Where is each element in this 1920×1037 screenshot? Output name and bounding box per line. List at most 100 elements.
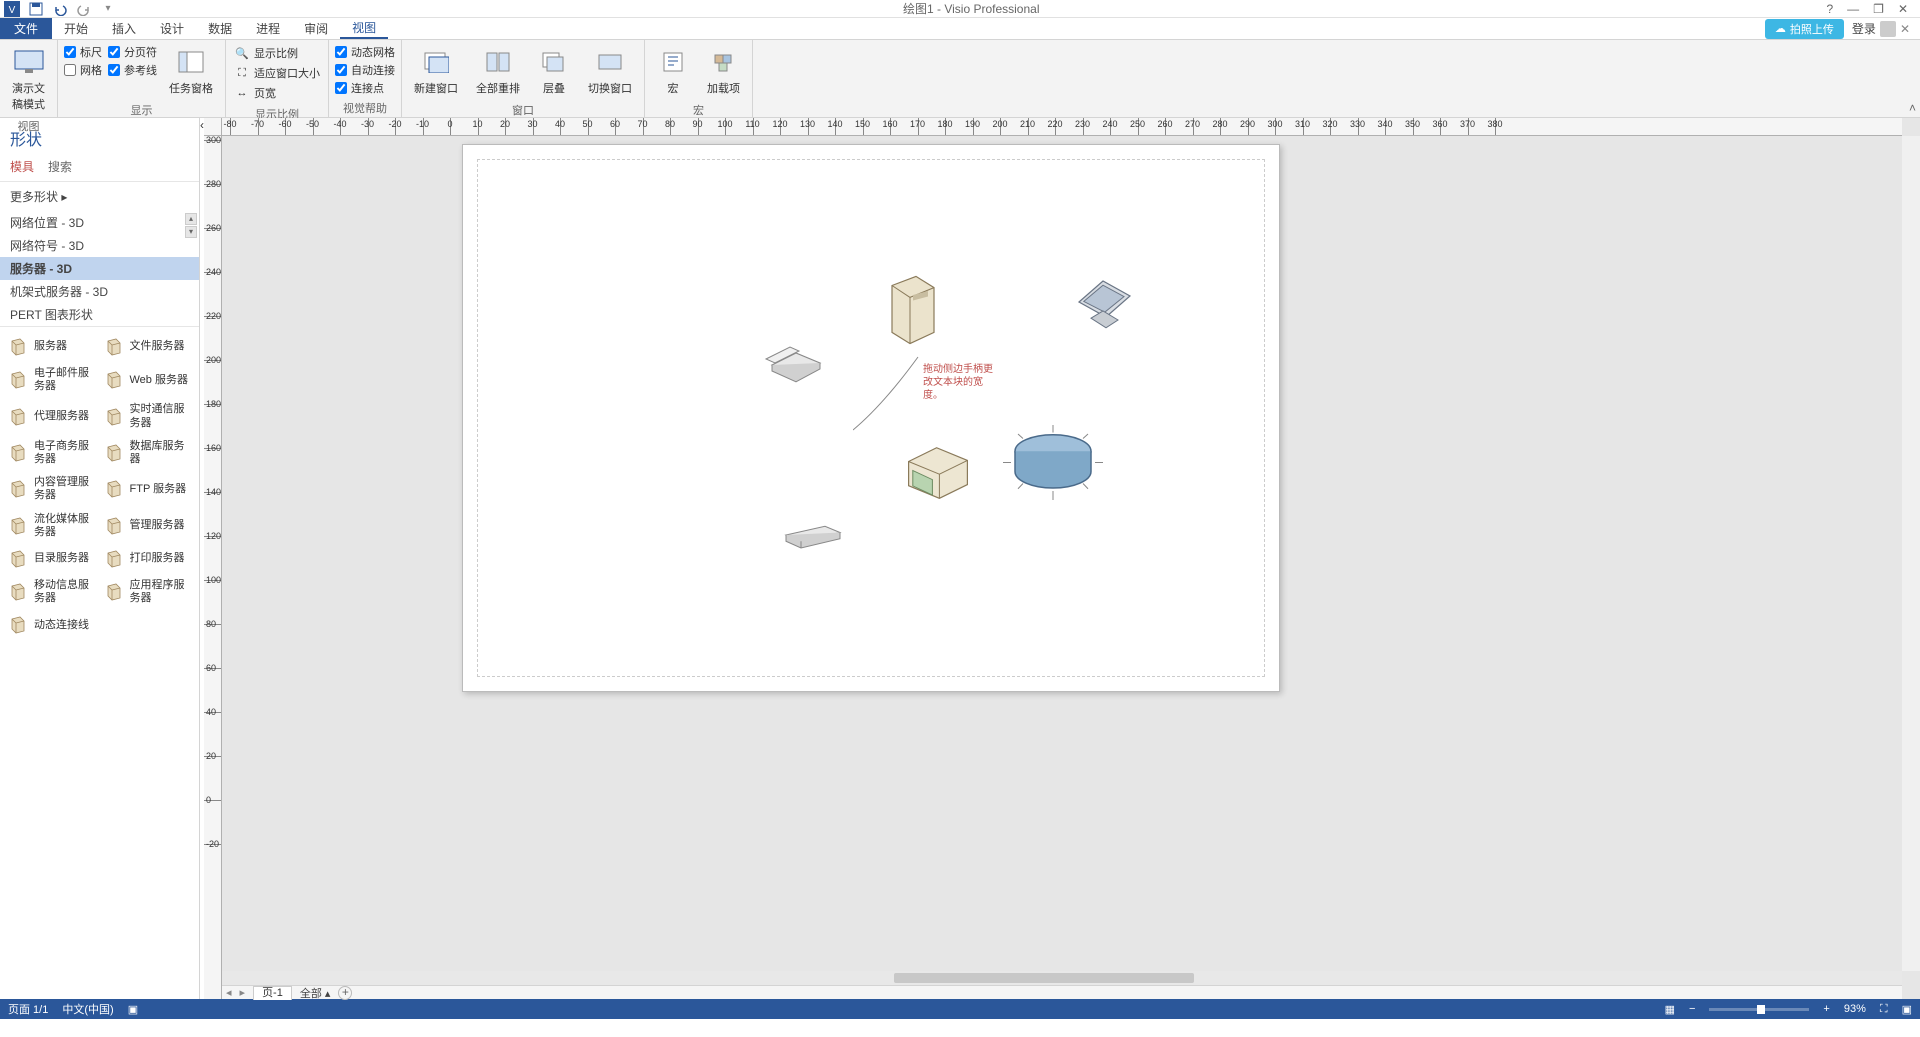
save-icon[interactable] bbox=[28, 1, 44, 17]
presentation-mode-button[interactable]: 演示文 稿模式 bbox=[6, 42, 51, 116]
window-controls: ? — ❐ ✕ bbox=[1826, 2, 1920, 16]
ribbon-tab-0[interactable]: 开始 bbox=[52, 18, 100, 39]
stencil-item[interactable]: 网络位置 - 3D bbox=[0, 211, 199, 234]
page-nav-icon[interactable]: ▸ bbox=[240, 986, 246, 999]
zoom-in-icon[interactable]: + bbox=[1823, 1003, 1829, 1015]
help-icon[interactable]: ? bbox=[1826, 2, 1833, 16]
shape-item[interactable]: 电子邮件服务器 bbox=[6, 365, 98, 395]
scroll-up-icon[interactable]: ▴ bbox=[185, 213, 197, 225]
dynamic-grid-checkbox[interactable]: 动态网格 bbox=[335, 44, 395, 60]
shape-item[interactable]: 流化媒体服务器 bbox=[6, 511, 98, 541]
horizontal-scrollbar[interactable] bbox=[222, 971, 1902, 985]
shape-item[interactable]: 内容管理服务器 bbox=[6, 474, 98, 504]
shape-item[interactable]: 动态连接线 bbox=[6, 613, 98, 637]
arrange-all-button[interactable]: 全部重排 bbox=[470, 42, 526, 100]
view-normal-icon[interactable]: ▦ bbox=[1665, 1003, 1675, 1016]
shape-item[interactable]: 实时通信服务器 bbox=[102, 401, 194, 431]
horizontal-ruler[interactable]: -80-70-60-50-40-30-20-100102030405060708… bbox=[222, 118, 1902, 136]
shape-item[interactable]: 打印服务器 bbox=[102, 547, 194, 571]
ribbon-tab-4[interactable]: 进程 bbox=[244, 18, 292, 39]
canvas-shape-serverbox[interactable] bbox=[903, 445, 973, 500]
canvas-shape-bar3d[interactable] bbox=[783, 525, 843, 550]
qat-customize-icon[interactable]: ▾ bbox=[100, 1, 116, 17]
switch-icon bbox=[594, 46, 626, 78]
guides-checkbox[interactable]: 参考线 bbox=[108, 62, 157, 78]
zoom-out-icon[interactable]: − bbox=[1689, 1003, 1695, 1015]
autoconnect-checkbox[interactable]: 自动连接 bbox=[335, 62, 395, 78]
upload-button[interactable]: ☁ 拍照上传 bbox=[1765, 19, 1844, 39]
page-tab[interactable]: 页-1 bbox=[253, 986, 292, 1000]
vertical-scrollbar[interactable] bbox=[1902, 136, 1920, 971]
undo-icon[interactable] bbox=[52, 1, 68, 17]
maximize-icon[interactable]: ❐ bbox=[1873, 2, 1884, 16]
switch-windows-button[interactable]: 切换窗口 bbox=[582, 42, 638, 100]
fit-page-icon[interactable]: ⛶ bbox=[1880, 1003, 1888, 1016]
fullscreen-icon[interactable]: ▣ bbox=[1902, 1003, 1912, 1016]
canvas-viewport[interactable]: 拖动侧边手柄更 改文本块的宽 度。 bbox=[222, 136, 1902, 971]
pagebreaks-checkbox[interactable]: 分页符 bbox=[108, 44, 157, 60]
addins-button[interactable]: 加载项 bbox=[701, 42, 746, 100]
shape-item[interactable]: 电子商务服务器 bbox=[6, 438, 98, 468]
ribbon-tab-6[interactable]: 视图 bbox=[340, 18, 388, 39]
server-shape-icon bbox=[104, 516, 124, 536]
stencil-scroll: ▴ ▾ bbox=[185, 213, 197, 238]
shape-item[interactable]: Web 服务器 bbox=[102, 365, 194, 395]
server-shape-icon bbox=[8, 443, 28, 463]
drawing-page[interactable]: 拖动侧边手柄更 改文本块的宽 度。 bbox=[462, 144, 1280, 692]
macros-button[interactable]: 宏 bbox=[651, 42, 695, 100]
stencil-item[interactable]: 服务器 - 3D bbox=[0, 257, 199, 280]
page-nav-icon[interactable]: ◂ bbox=[226, 986, 232, 999]
shape-item[interactable]: 目录服务器 bbox=[6, 547, 98, 571]
annotation-text[interactable]: 拖动侧边手柄更 改文本块的宽 度。 bbox=[923, 363, 993, 402]
connpoints-checkbox[interactable]: 连接点 bbox=[335, 80, 395, 96]
cascade-button[interactable]: 层叠 bbox=[532, 42, 576, 100]
canvas-shape-monitor[interactable] bbox=[1073, 275, 1133, 335]
taskpanes-button[interactable]: 任务窗格 bbox=[163, 42, 219, 100]
all-pages-button[interactable]: 全部 ▴ bbox=[300, 985, 331, 1001]
scroll-down-icon[interactable]: ▾ bbox=[185, 226, 197, 238]
canvas-shape-scanner[interactable] bbox=[763, 345, 823, 385]
page-width-button[interactable]: ↔页宽 bbox=[232, 84, 322, 102]
ribbon-tab-2[interactable]: 设计 bbox=[148, 18, 196, 39]
canvas-shape-tower[interactable] bbox=[883, 275, 943, 345]
shape-item[interactable]: 数据库服务器 bbox=[102, 438, 194, 468]
server-shape-icon bbox=[8, 516, 28, 536]
minimize-icon[interactable]: — bbox=[1847, 2, 1859, 16]
canvas-shape-database[interactable] bbox=[1003, 425, 1103, 500]
close-pane-icon[interactable]: ✕ bbox=[1900, 22, 1910, 36]
stencil-item[interactable]: PERT 图表形状 bbox=[0, 303, 199, 326]
file-tab[interactable]: 文件 bbox=[0, 18, 52, 39]
vertical-ruler[interactable]: 3002802602402202001801601401201008060402… bbox=[204, 136, 222, 999]
shape-item[interactable]: FTP 服务器 bbox=[102, 474, 194, 504]
shape-item[interactable]: 管理服务器 bbox=[102, 511, 194, 541]
more-shapes-link[interactable]: 更多形状 ▸ bbox=[0, 182, 199, 211]
ribbon-tab-3[interactable]: 数据 bbox=[196, 18, 244, 39]
shape-item[interactable]: 文件服务器 bbox=[102, 335, 194, 359]
redo-icon[interactable] bbox=[76, 1, 92, 17]
zoom-ratio-button[interactable]: 🔍显示比例 bbox=[232, 44, 322, 62]
ruler-checkbox[interactable]: 标尺 bbox=[64, 44, 102, 60]
close-icon[interactable]: ✕ bbox=[1898, 2, 1908, 16]
ribbon-tab-1[interactable]: 插入 bbox=[100, 18, 148, 39]
shape-item[interactable]: 应用程序服务器 bbox=[102, 577, 194, 607]
shape-item[interactable]: 服务器 bbox=[6, 335, 98, 359]
zoom-level[interactable]: 93% bbox=[1844, 1003, 1866, 1015]
collapse-ribbon-icon[interactable]: ˄ bbox=[1909, 101, 1916, 115]
new-window-button[interactable]: 新建窗口 bbox=[408, 42, 464, 100]
ribbon-tab-5[interactable]: 审阅 bbox=[292, 18, 340, 39]
macro-record-icon[interactable]: ▣ bbox=[128, 1003, 138, 1016]
zoom-slider[interactable] bbox=[1709, 1008, 1809, 1011]
stencil-item[interactable]: 网络符号 - 3D bbox=[0, 234, 199, 257]
page-indicator[interactable]: 页面 1/1 bbox=[8, 1001, 48, 1017]
fit-window-button[interactable]: ⛶适应窗口大小 bbox=[232, 64, 322, 82]
language-indicator[interactable]: 中文(中国) bbox=[62, 1001, 113, 1017]
search-tab[interactable]: 搜索 bbox=[48, 158, 72, 175]
shape-item[interactable]: 移动信息服务器 bbox=[6, 577, 98, 607]
scroll-thumb[interactable] bbox=[894, 973, 1194, 983]
login-link[interactable]: 登录 ✕ bbox=[1852, 20, 1910, 37]
add-page-button[interactable]: + bbox=[338, 986, 352, 1000]
stencils-tab[interactable]: 模具 bbox=[10, 158, 34, 175]
shape-item[interactable]: 代理服务器 bbox=[6, 401, 98, 431]
stencil-item[interactable]: 机架式服务器 - 3D bbox=[0, 280, 199, 303]
grid-checkbox[interactable]: 网格 bbox=[64, 62, 102, 78]
